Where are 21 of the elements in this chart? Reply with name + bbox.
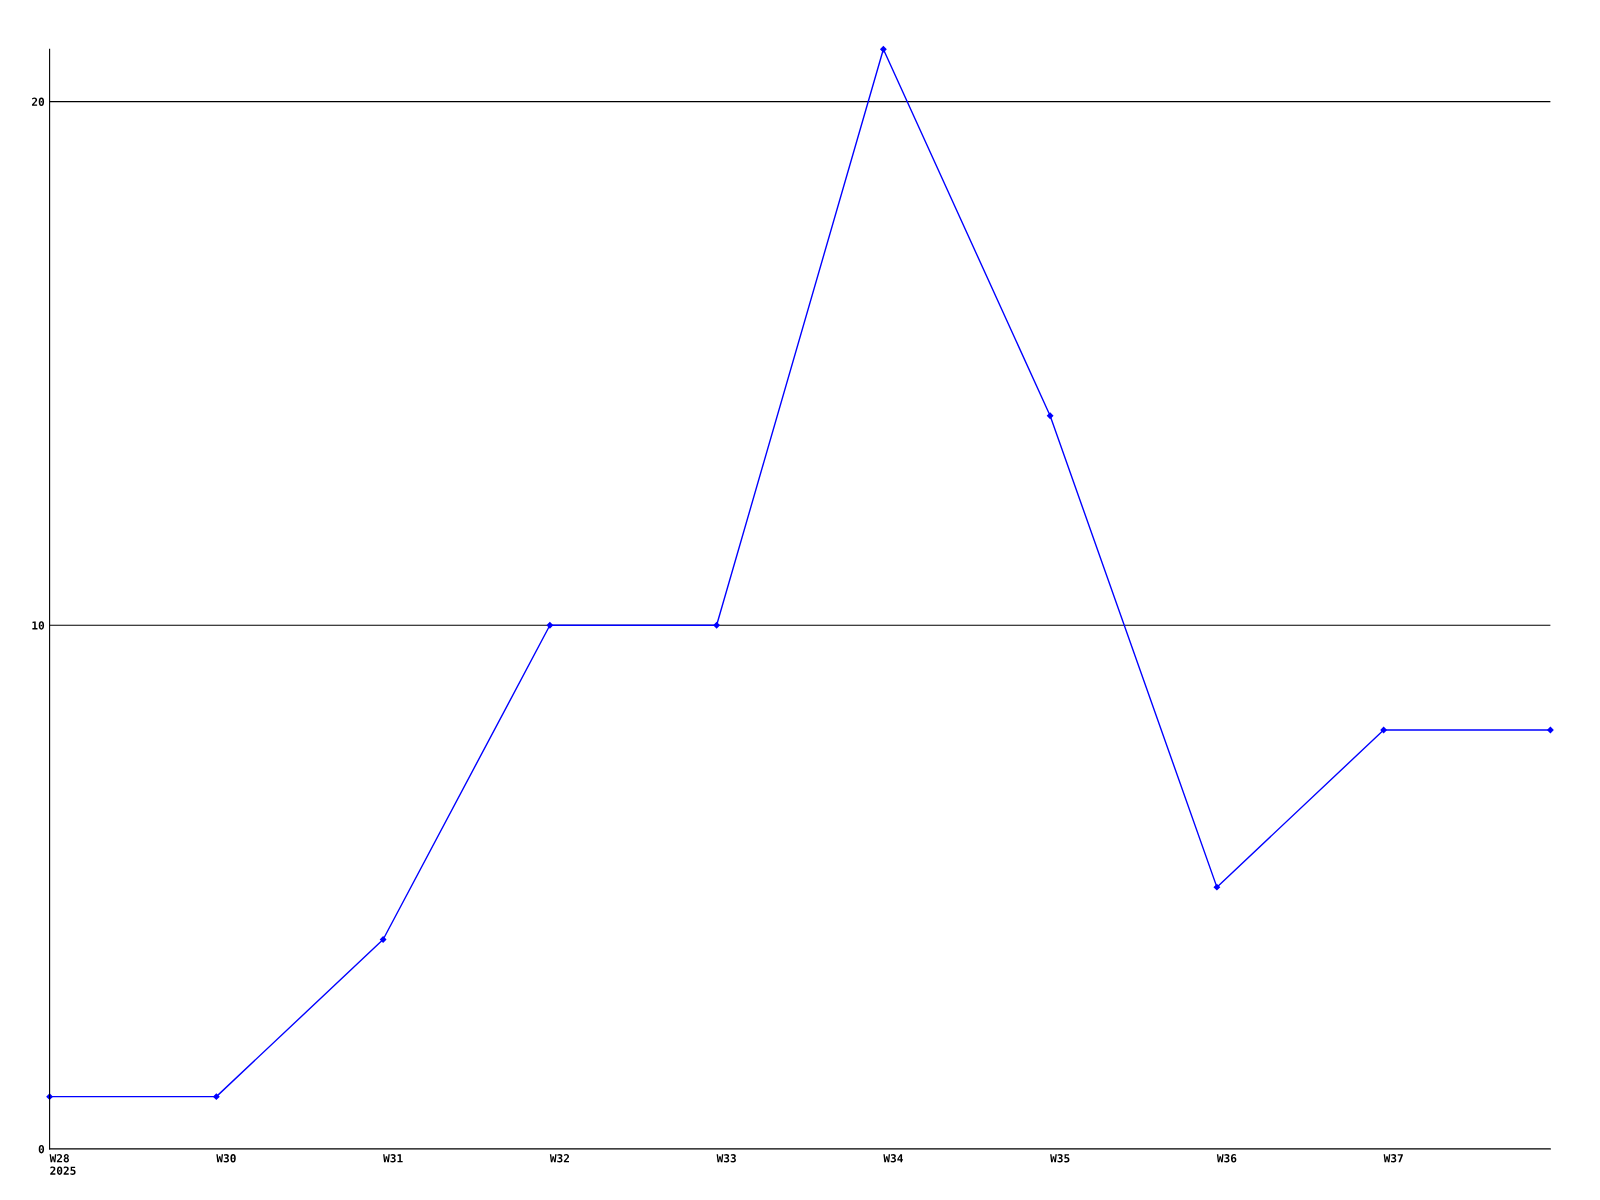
point: [880, 46, 887, 53]
x-tick-label: W35: [1050, 1154, 1070, 1163]
x-tick-label: W28 2025: [49, 1154, 76, 1175]
point: [713, 622, 720, 629]
x-tick-label: W31: [383, 1154, 403, 1163]
point: [379, 936, 387, 943]
x-tick-label: W33: [716, 1154, 736, 1163]
y-tick-label: 0: [38, 1144, 45, 1154]
x-tick-label: W30: [216, 1154, 236, 1163]
point: [1547, 726, 1554, 734]
x-tick-label: W34: [883, 1154, 903, 1163]
y-tick-label: 10: [32, 621, 45, 630]
x-tick-label: W36: [1216, 1154, 1237, 1163]
point: [1046, 412, 1054, 419]
x-tick-label: W37: [1383, 1154, 1403, 1163]
point: [1380, 726, 1387, 734]
point: [546, 622, 554, 629]
point: [213, 1093, 220, 1100]
point: [1213, 883, 1221, 891]
x-tick-label: W32: [549, 1154, 570, 1163]
y-tick-label: 20: [31, 97, 45, 106]
